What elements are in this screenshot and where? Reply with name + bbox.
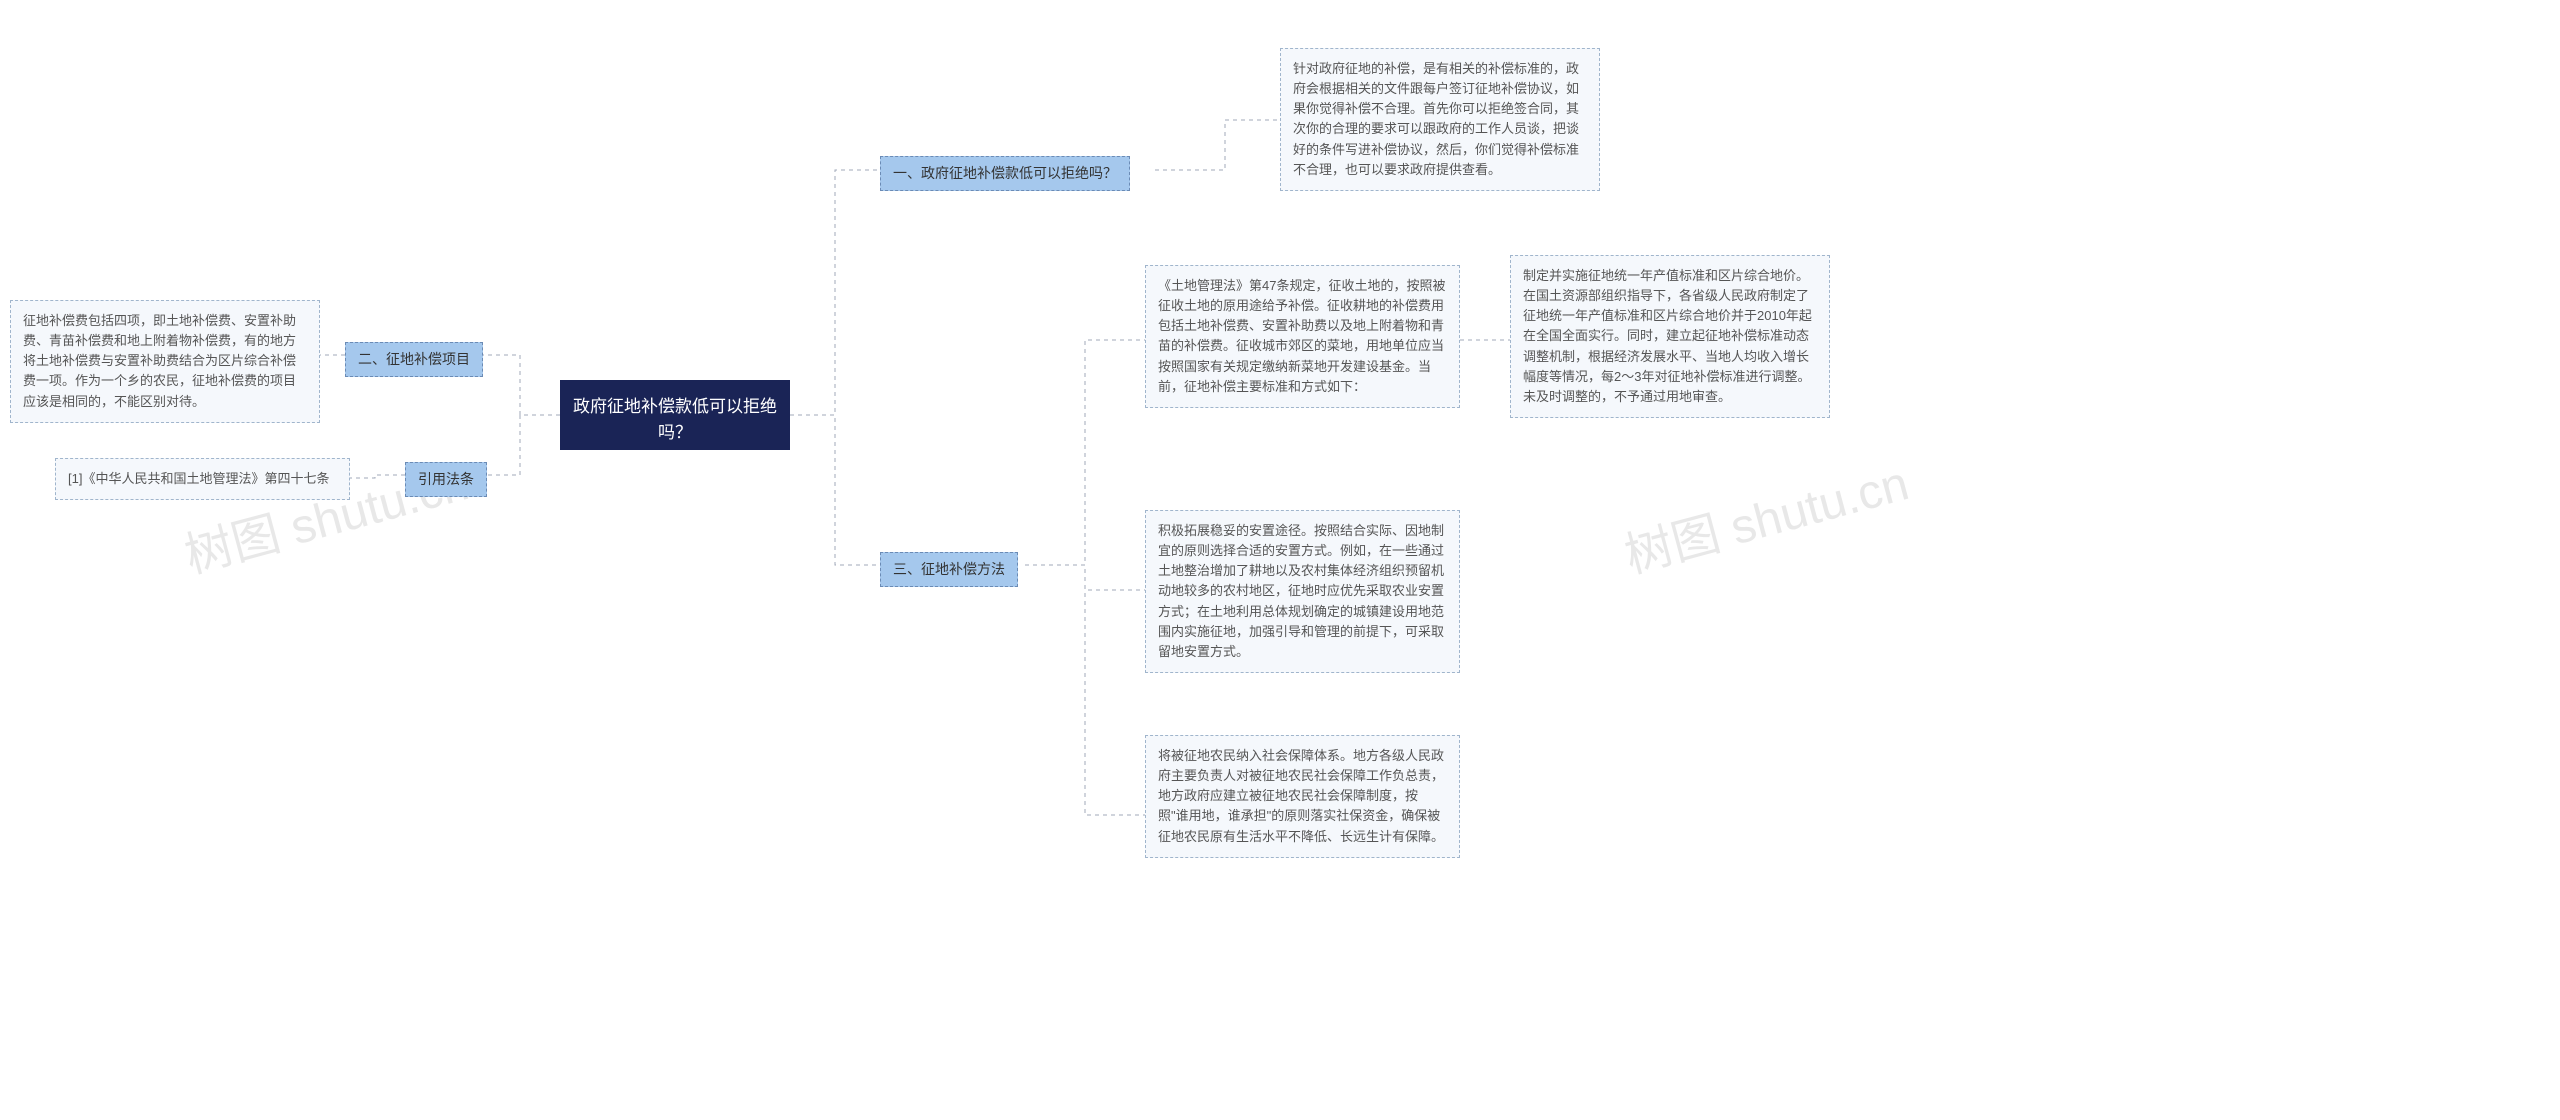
leaf-section2-content: 征地补偿费包括四项，即土地补偿费、安置补助费、青苗补偿费和地上附着物补偿费，有的… <box>10 300 320 423</box>
leaf-section3-c: 将被征地农民纳入社会保障体系。地方各级人民政府主要负责人对被征地农民社会保障工作… <box>1145 735 1460 858</box>
leaf-reference-content: [1]《中华人民共和国土地管理法》第四十七条 <box>55 458 350 500</box>
branch-section3[interactable]: 三、征地补偿方法 <box>880 552 1018 587</box>
branch-reference[interactable]: 引用法条 <box>405 462 487 497</box>
leaf-section3-a-child: 制定并实施征地统一年产值标准和区片综合地价。在国土资源部组织指导下，各省级人民政… <box>1510 255 1830 418</box>
leaf-section3-a: 《土地管理法》第47条规定，征收土地的，按照被征收土地的原用途给予补偿。征收耕地… <box>1145 265 1460 408</box>
watermark: 树图 shutu.cn <box>1616 444 1915 587</box>
branch-section2[interactable]: 二、征地补偿项目 <box>345 342 483 377</box>
leaf-section1-content: 针对政府征地的补偿，是有相关的补偿标准的，政府会根据相关的文件跟每户签订征地补偿… <box>1280 48 1600 191</box>
leaf-section3-b: 积极拓展稳妥的安置途径。按照结合实际、因地制宜的原则选择合适的安置方式。例如，在… <box>1145 510 1460 673</box>
branch-section1[interactable]: 一、政府征地补偿款低可以拒绝吗？ <box>880 156 1130 191</box>
root-node[interactable]: 政府征地补偿款低可以拒绝吗？ <box>560 380 790 450</box>
